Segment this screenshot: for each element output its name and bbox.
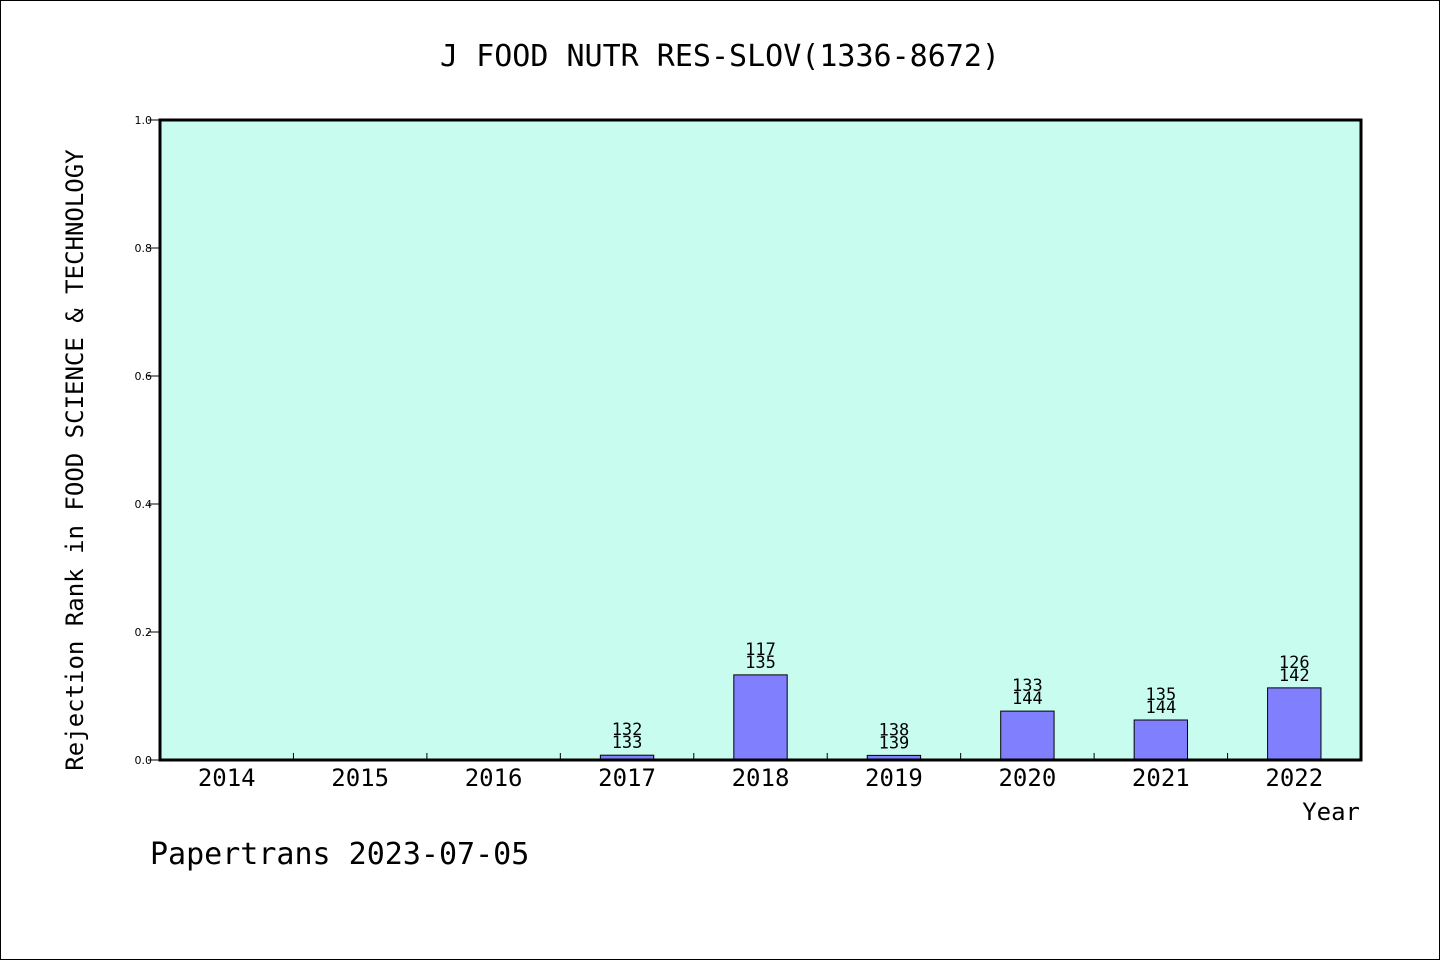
- bar-label-bottom: 139: [879, 733, 910, 753]
- bar: [1000, 710, 1055, 761]
- y-tick-label: 0.8: [135, 242, 153, 255]
- bar: [1133, 719, 1189, 761]
- x-tick-label: 2018: [732, 764, 790, 792]
- bar-label-top: 126: [1279, 653, 1310, 673]
- bar-label-bottom: 142: [1279, 666, 1310, 686]
- y-tick-label: 0.6: [135, 370, 153, 383]
- y-tick-label: 1.0: [135, 114, 153, 127]
- bar-label-bottom: 135: [745, 653, 776, 673]
- x-tick-label: 2020: [998, 764, 1056, 792]
- x-axis-label: Year: [1302, 798, 1360, 826]
- x-axis: 2014 2015 2016 2017 2018 2019 2020 2021 2022: [198, 753, 1323, 792]
- bar-label-top: 133: [1012, 676, 1043, 696]
- y-tick-label: 0.0: [135, 754, 153, 767]
- bars: [599, 674, 1322, 761]
- bar-label-bottom: 133: [612, 733, 643, 753]
- plot-area: [160, 120, 1361, 760]
- x-tick-label: 2014: [198, 764, 256, 792]
- bar-label-top: 132: [612, 720, 643, 740]
- y-axis: 0.0 0.2 0.4 0.6 0.8 1.0: [135, 114, 160, 767]
- x-tick-label: 2017: [598, 764, 656, 792]
- bar-label-top: 117: [745, 640, 776, 660]
- x-tick-label: 2022: [1265, 764, 1323, 792]
- y-axis-label: Rejection Rank in FOOD SCIENCE & TECHNOL…: [61, 149, 89, 771]
- x-tick-label: 2019: [865, 764, 923, 792]
- bar: [1267, 687, 1322, 761]
- y-tick-label: 0.2: [135, 626, 153, 639]
- x-tick-label: 2016: [465, 764, 523, 792]
- bar: [733, 674, 788, 761]
- x-tick-label: 2021: [1132, 764, 1190, 792]
- bar-label-top: 138: [879, 720, 910, 740]
- bar-label-bottom: 144: [1012, 689, 1043, 709]
- chart-title: J FOOD NUTR RES-SLOV(1336-8672): [440, 39, 1000, 74]
- plot-border: [158, 118, 1363, 762]
- footer-credit: Papertrans 2023-07-05: [150, 837, 529, 872]
- bar-label-top: 135: [1145, 685, 1176, 705]
- bar-label-bottom: 144: [1145, 698, 1176, 718]
- x-tick-label: 2015: [331, 764, 389, 792]
- y-tick-label: 0.4: [135, 498, 153, 511]
